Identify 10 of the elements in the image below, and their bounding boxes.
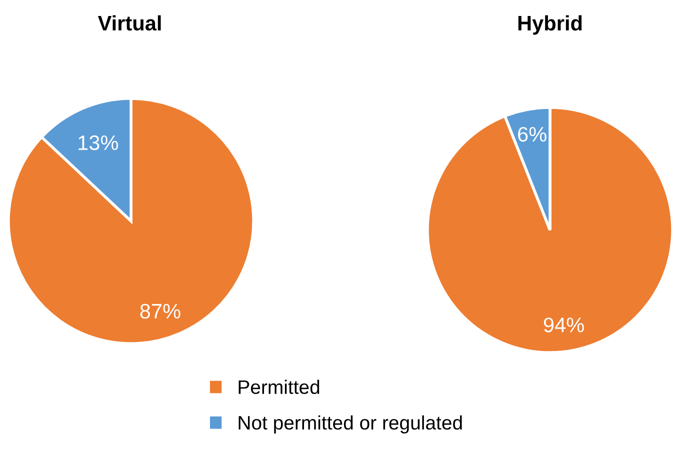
pie-slice <box>7 97 255 345</box>
data-label: 87% <box>140 304 180 319</box>
pie-slice <box>426 106 673 354</box>
legend-label: Permitted <box>238 380 320 394</box>
chart-title: Virtual <box>98 15 161 31</box>
chart-title: Hybrid <box>518 15 582 35</box>
data-label: 94% <box>544 318 584 332</box>
data-label: 6% <box>518 126 546 142</box>
data-label: 13% <box>78 135 118 150</box>
legend-label: Not permitted or regulated <box>238 415 462 434</box>
